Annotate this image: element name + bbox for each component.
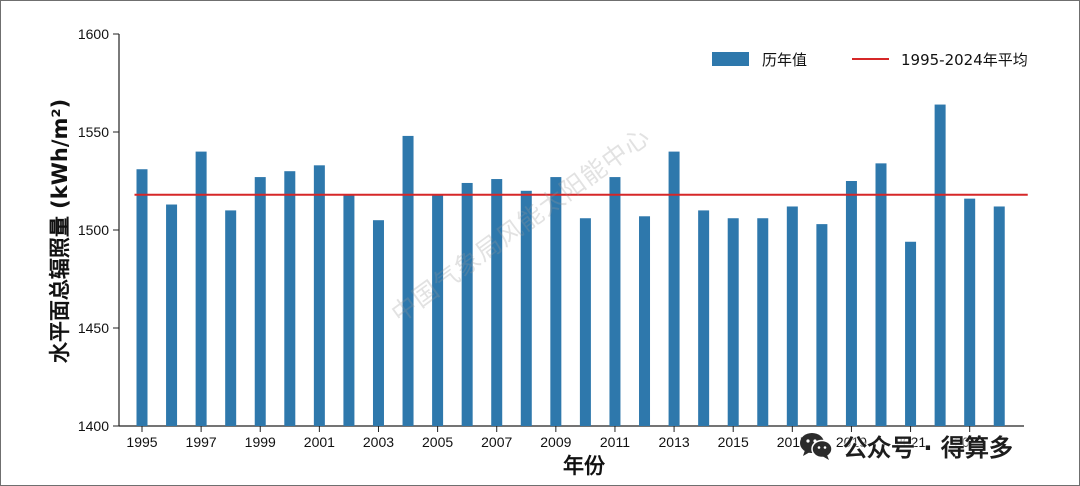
bar (550, 177, 562, 426)
bar (786, 206, 798, 426)
x-tick-label: 2003 (363, 434, 394, 450)
x-tick-label: 2001 (304, 434, 335, 450)
bar (579, 218, 591, 426)
bar (136, 169, 148, 427)
x-tick-label: 2017 (777, 434, 808, 450)
bar (491, 179, 503, 426)
x-axis: 1995 1997 1999 2001 2003 2005 2007 2009 2011 2013… (119, 425, 1024, 450)
bar (225, 210, 237, 426)
bar (993, 206, 1005, 426)
bar (166, 204, 178, 426)
bar (905, 241, 917, 426)
bar (195, 151, 207, 426)
y-tick-label: 1500 (78, 222, 109, 238)
bar (668, 151, 680, 426)
y-tick-label: 1450 (78, 320, 109, 336)
bar (698, 210, 710, 426)
bar (964, 198, 976, 426)
x-tick-label: 2019 (836, 434, 867, 450)
legend-label-bar: 历年值 (762, 51, 807, 69)
x-tick-label: 2023 (954, 434, 985, 450)
wechat-icon (800, 432, 833, 460)
y-tick-label: 1600 (78, 26, 109, 42)
bar (845, 181, 857, 426)
bar (313, 165, 325, 426)
bar (254, 177, 266, 426)
wechat-badge: 公众号 · 得算多 (799, 428, 1013, 463)
x-tick-label: 2011 (600, 434, 630, 450)
bar (520, 190, 532, 426)
bar (757, 218, 769, 426)
x-tick-label: 2005 (422, 434, 453, 450)
x-tick-label: 1997 (186, 434, 217, 450)
bar (372, 220, 384, 426)
bar (432, 194, 444, 426)
x-tick-label: 1999 (245, 434, 276, 450)
y-axis-title: 水平面总辐照量 (kWh/m²) (48, 99, 72, 363)
x-tick-label: 2013 (659, 434, 690, 450)
bar (609, 177, 621, 426)
y-tick-label: 1400 (78, 418, 109, 434)
legend-label-line: 1995-2024年平均 (901, 51, 1028, 69)
y-tick-label: 1550 (78, 124, 109, 140)
x-tick-label: 2021 (895, 434, 926, 450)
y-axis: 1400 1450 1500 1550 1600 (78, 26, 120, 434)
x-tick-label: 2015 (718, 434, 749, 450)
bar (727, 218, 739, 426)
x-tick-label: 1995 (126, 434, 157, 450)
bar (816, 224, 828, 426)
bar (934, 104, 946, 426)
legend-swatch-bar (712, 52, 749, 66)
x-tick-label: 2009 (540, 434, 571, 450)
bar (402, 135, 414, 427)
bar (461, 182, 473, 426)
bar (639, 216, 651, 426)
x-tick-label: 2007 (481, 434, 512, 450)
bar (875, 163, 887, 427)
legend: 历年值 1995-2024年平均 (712, 51, 1028, 69)
bar (343, 194, 355, 426)
x-axis-title: 年份 (563, 454, 606, 478)
badge-text: 公众号 · 得算多 (843, 434, 1013, 462)
bar (284, 171, 296, 426)
bar-series (136, 104, 1005, 427)
